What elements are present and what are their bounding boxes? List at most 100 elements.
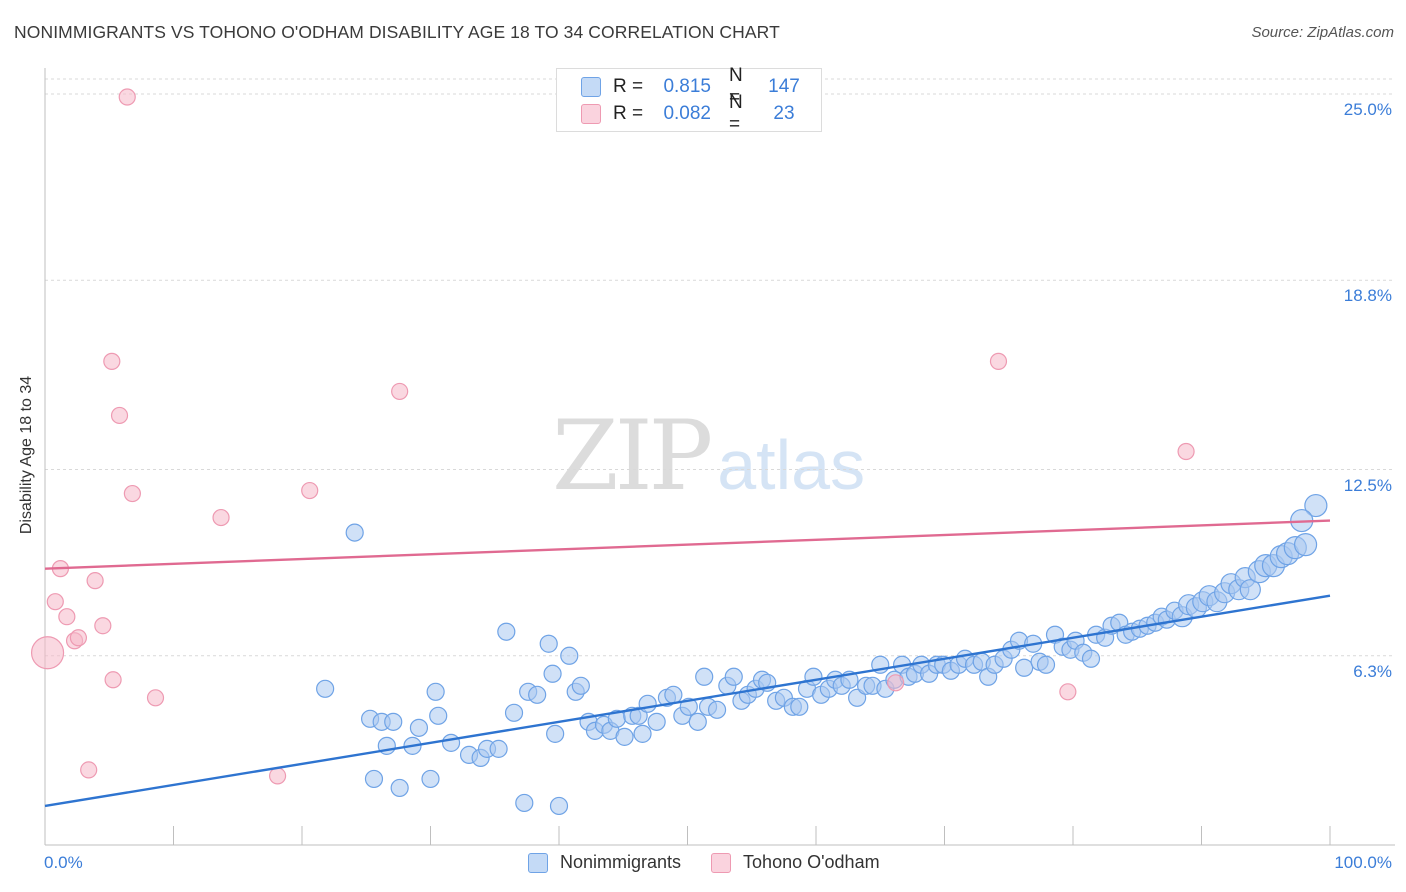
nonimmigrants-point	[679, 697, 698, 716]
nonimmigrants-point	[790, 697, 809, 716]
watermark: ZIP atlas	[552, 400, 865, 512]
tohono-point	[212, 508, 230, 527]
nonimmigrants-point	[515, 793, 534, 813]
r-value: 0.815	[663, 76, 711, 97]
nonimmigrants-point	[1081, 649, 1101, 668]
legend-row-nonimmigrants: R = 0.815 N = 147	[581, 65, 809, 108]
series-legend: Nonimmigrants Tohono O'odham	[528, 852, 910, 873]
legend-label-tohono: Tohono O'odham	[743, 852, 880, 872]
watermark-atlas: atlas	[717, 426, 866, 504]
nonimmigrants-point	[1015, 658, 1034, 677]
nonimmigrants-point	[1239, 579, 1261, 601]
nonimmigrants-point	[1036, 655, 1056, 674]
nonimmigrants-point	[384, 712, 403, 731]
legend-label-nonimmigrants: Nonimmigrants	[560, 852, 682, 872]
nonimmigrants-point	[546, 724, 565, 743]
r-label: R =	[613, 76, 644, 97]
nonimmigrants-point	[571, 676, 590, 695]
tohono-point	[301, 481, 319, 500]
tohono-point	[30, 636, 65, 670]
legend-item-nonimmigrants[interactable]: Nonimmigrants	[528, 852, 681, 873]
tohono-point	[146, 689, 165, 707]
tohono-point	[46, 593, 64, 611]
nonimmigrants-point	[695, 667, 714, 686]
nonimmigrants-point	[664, 685, 683, 704]
nonimmigrants-point	[724, 667, 743, 686]
nonimmigrants-point	[421, 769, 440, 789]
nonimmigrants-point	[647, 712, 666, 731]
tohono-point	[86, 572, 104, 590]
tohono-point	[104, 671, 122, 689]
nonimmigrants-trend-line	[44, 594, 1331, 808]
nonimmigrants-point	[390, 778, 409, 798]
nonimmigrants-point	[364, 769, 384, 789]
tohono-point	[989, 352, 1008, 370]
nonimmigrants-point	[539, 634, 558, 653]
nonimmigrants-point	[426, 682, 445, 701]
nonimmigrants-point	[1293, 533, 1318, 557]
nonimmigrants-point	[497, 622, 516, 641]
chart-title: NONIMMIGRANTS VS TOHONO O'ODHAM DISABILI…	[14, 22, 780, 42]
tohono-point	[1177, 442, 1195, 461]
nonimmigrants-point	[316, 679, 335, 698]
tohono-point	[110, 406, 129, 425]
nonimmigrants-point	[633, 724, 652, 743]
tohono-point	[94, 617, 112, 635]
nonimmigrants-point	[549, 796, 569, 816]
r-value: 0.082	[663, 103, 711, 124]
axes	[44, 68, 1395, 846]
gridlines	[45, 78, 1395, 657]
tohono-points	[30, 88, 1195, 785]
nonimmigrants-point	[504, 703, 524, 722]
tohono-trend-line	[44, 519, 1331, 570]
nonimmigrants-point	[528, 685, 547, 704]
tohono-point	[391, 382, 409, 401]
nonimmigrants-point	[1304, 493, 1328, 518]
n-label: N =	[729, 92, 743, 135]
nonimmigrants-point	[560, 646, 579, 665]
source-label: Source: ZipAtlas.com	[1251, 24, 1394, 41]
tohono-point	[268, 767, 287, 785]
nonimmigrants-point	[848, 688, 867, 707]
tohono-point	[80, 761, 98, 779]
nonimmigrants-point	[615, 727, 634, 746]
legend-swatch-blue	[528, 852, 548, 873]
correlation-legend: R = 0.815 N = 147 R = 0.082 N = 23	[556, 65, 822, 135]
nonimmigrants-point	[441, 733, 461, 752]
tohono-point	[118, 88, 136, 106]
legend-swatch-blue	[581, 77, 601, 97]
nonimmigrants-points	[316, 493, 1328, 816]
tohono-point	[887, 674, 905, 692]
watermark-zip: ZIP	[552, 400, 713, 512]
nonimmigrants-point	[409, 718, 429, 737]
n-value: 147	[768, 76, 800, 97]
x-tick-max: 100.0%	[1334, 853, 1392, 872]
tohono-point	[123, 484, 141, 503]
y-tick-label: 6.3%	[1353, 661, 1392, 681]
nonimmigrants-point	[629, 706, 648, 725]
nonimmigrants-point	[429, 706, 448, 725]
nonimmigrants-point	[688, 712, 707, 731]
y-tick-label: 12.5%	[1343, 475, 1392, 495]
legend-swatch-pink	[581, 104, 601, 124]
legend-row-tohono: R = 0.082 N = 23	[581, 92, 809, 135]
y-tick-label: 25.0%	[1343, 100, 1392, 120]
y-axis-label: Disability Age 18 to 34	[18, 375, 35, 535]
x-tick-min: 0.0%	[44, 853, 83, 872]
n-value: 23	[773, 103, 795, 124]
r-label: R =	[613, 103, 644, 124]
tohono-point	[103, 352, 121, 370]
trend-lines	[44, 519, 1331, 808]
nonimmigrants-point	[707, 700, 727, 719]
nonimmigrants-point	[543, 664, 562, 683]
n-label: N =	[729, 65, 743, 108]
tohono-point	[1059, 683, 1077, 701]
nonimmigrants-point	[804, 667, 823, 686]
nonimmigrants-point	[345, 523, 364, 542]
nonimmigrants-point	[638, 694, 657, 713]
tohono-point	[69, 629, 88, 647]
y-tick-label: 18.8%	[1343, 286, 1392, 306]
tohono-point	[58, 608, 76, 626]
nonimmigrants-point	[489, 739, 508, 758]
legend-item-tohono[interactable]: Tohono O'odham	[711, 852, 880, 873]
